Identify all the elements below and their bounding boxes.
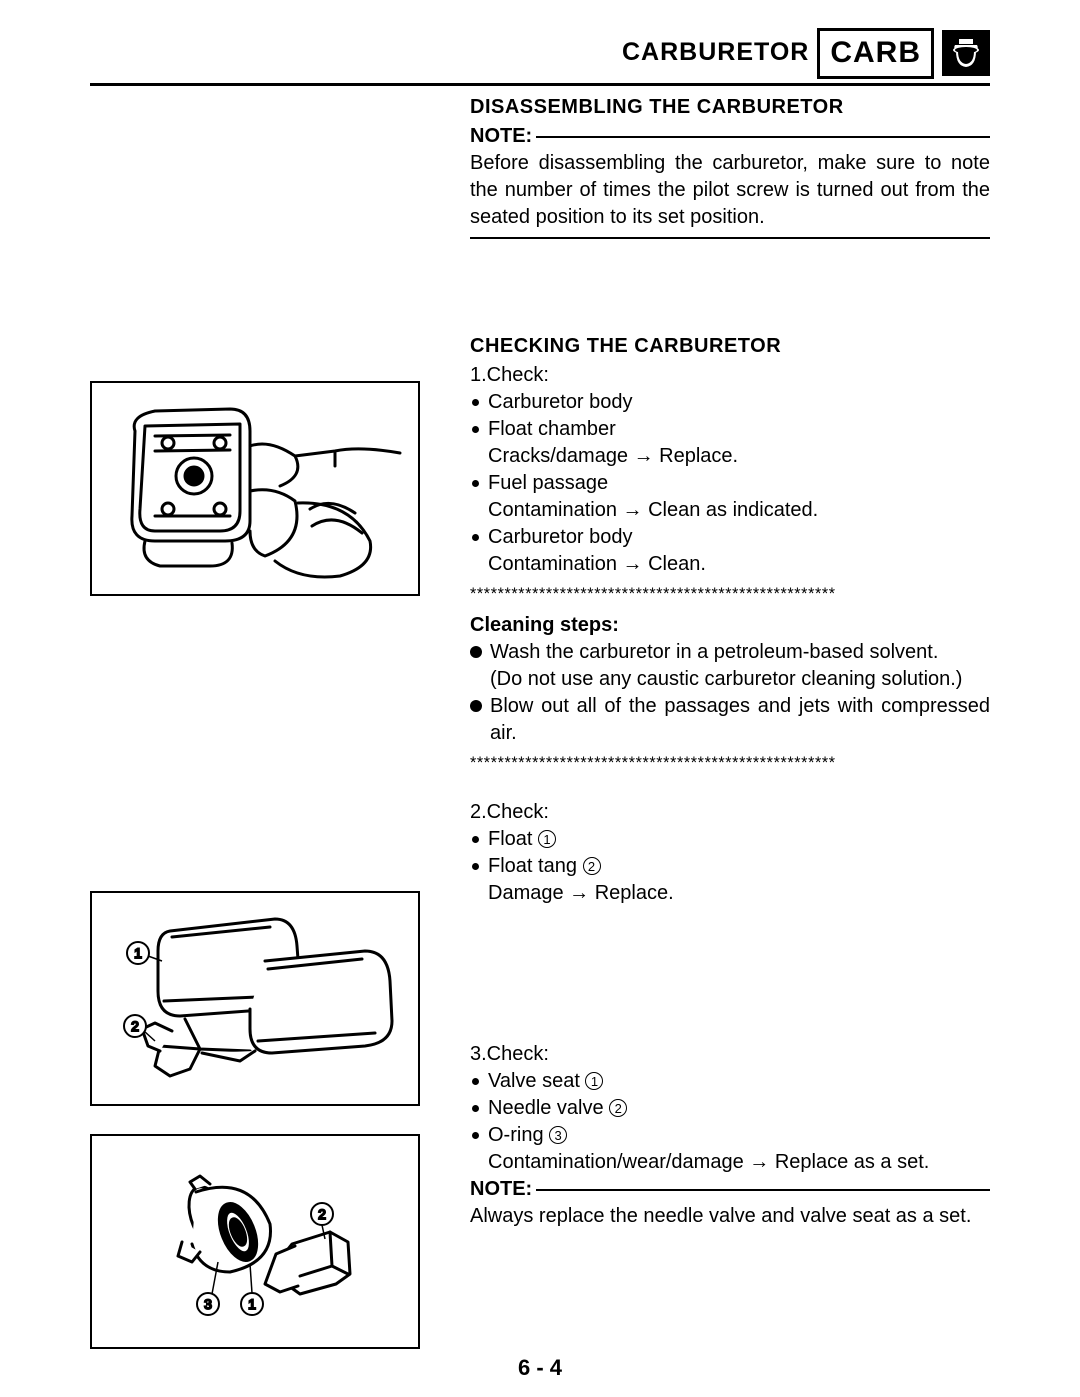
circled-2b: 2 — [609, 1099, 627, 1117]
star-divider-2: ****************************************… — [470, 753, 990, 775]
check3-item-b: Needle valve 2 — [470, 1095, 990, 1122]
step2-label: 2.Check: — [470, 799, 990, 826]
header-title: CARBURETOR — [622, 36, 809, 70]
check1-item-a: Carburetor body — [470, 389, 990, 416]
note-label-1: NOTE: — [470, 123, 532, 150]
heading-disassembling: DISASSEMBLING THE CARBURETOR — [470, 94, 990, 121]
check1-item-b-sub: Cracks/damage → Replace. — [488, 443, 990, 470]
svg-text:2: 2 — [318, 1206, 326, 1222]
cleaning-item-1-sub: (Do not use any caustic carburetor clean… — [490, 666, 990, 693]
check2-list: Float 1 Float tang 2 Damage → Replace. — [470, 826, 990, 907]
svg-text:1: 1 — [248, 1296, 256, 1312]
check1-item-d-sub: Contamination → Clean. — [488, 551, 990, 578]
step3-label: 3.Check: — [470, 1041, 990, 1068]
page-number: 6 - 4 — [0, 1353, 1080, 1383]
note-body-2: Always replace the needle valve and valv… — [470, 1203, 990, 1230]
check3-item-c: O-ring 3 Contamination/wear/damage → Rep… — [470, 1122, 990, 1176]
circled-3: 3 — [549, 1126, 567, 1144]
check3-item-c-sub: Contamination/wear/damage → Replace as a… — [488, 1149, 990, 1176]
heading-checking: CHECKING THE CARBURETOR — [470, 333, 990, 360]
content-columns: 1 2 — [90, 86, 990, 1397]
note-body-1: Before disassembling the carburetor, mak… — [470, 150, 990, 231]
check3-item-a: Valve seat 1 — [470, 1068, 990, 1095]
page: CARBURETOR CARB — [0, 0, 1080, 1397]
cleaning-list: Wash the carburetor in a petroleum-based… — [470, 639, 990, 747]
figure-float: 1 2 — [90, 891, 420, 1106]
cleaning-item-1: Wash the carburetor in a petroleum-based… — [470, 639, 990, 693]
circled-2: 2 — [583, 857, 601, 875]
header-carb-box: CARB — [817, 28, 934, 79]
left-column: 1 2 — [90, 86, 470, 1397]
cleaning-steps-label: Cleaning steps: — [470, 612, 990, 639]
note-rule-2a — [536, 1189, 990, 1192]
check3-list: Valve seat 1 Needle valve 2 O-ring 3 Con… — [470, 1068, 990, 1176]
svg-text:1: 1 — [134, 945, 142, 961]
note-rule-1a — [536, 136, 990, 139]
note-row-2: NOTE: — [470, 1176, 990, 1203]
svg-text:3: 3 — [204, 1296, 212, 1312]
svg-text:2: 2 — [131, 1018, 139, 1034]
check1-list: Carburetor body Float chamber Cracks/dam… — [470, 389, 990, 578]
check1-item-c-sub: Contamination → Clean as indicated. — [488, 497, 990, 524]
note-label-2: NOTE: — [470, 1176, 532, 1203]
circled-1b: 1 — [585, 1072, 603, 1090]
figure-carburetor-cleaning — [90, 381, 420, 596]
step1-label: 1.Check: — [470, 362, 990, 389]
check2-item-b: Float tang 2 Damage → Replace. — [470, 853, 990, 907]
circled-1: 1 — [538, 830, 556, 848]
carb-icon — [942, 30, 990, 76]
star-divider-1: ****************************************… — [470, 584, 990, 606]
check2-item-a: Float 1 — [470, 826, 990, 853]
right-column: DISASSEMBLING THE CARBURETOR NOTE: Befor… — [470, 86, 990, 1397]
check2-item-b-sub: Damage → Replace. — [488, 880, 990, 907]
check1-item-b: Float chamber Cracks/damage → Replace. — [470, 416, 990, 470]
note-rule-1b — [470, 237, 990, 240]
check1-item-d: Carburetor body Contamination → Clean. — [470, 524, 990, 578]
check1-item-c: Fuel passage Contamination → Clean as in… — [470, 470, 990, 524]
cleaning-item-2: Blow out all of the passages and jets wi… — [470, 693, 990, 747]
figure-needle-valve: 2 3 1 — [90, 1134, 420, 1349]
page-header: CARBURETOR CARB — [90, 28, 990, 86]
note-row-1: NOTE: — [470, 123, 990, 150]
